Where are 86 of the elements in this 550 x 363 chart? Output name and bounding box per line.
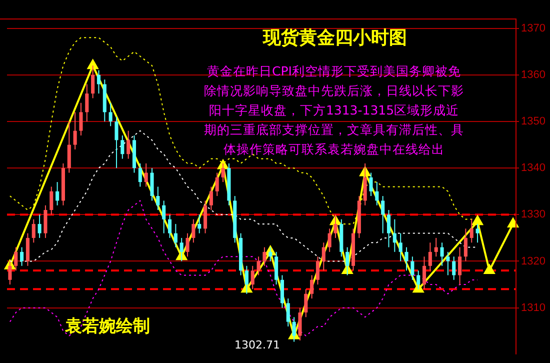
candlestick bbox=[150, 168, 154, 202]
candlestick bbox=[476, 223, 480, 244]
candlestick bbox=[280, 274, 284, 308]
candlestick bbox=[262, 246, 266, 266]
candlestick bbox=[464, 228, 468, 262]
point bbox=[87, 60, 98, 70]
candlestick bbox=[168, 214, 172, 238]
candlestick bbox=[386, 209, 391, 248]
candlestick bbox=[73, 112, 77, 150]
candlestick bbox=[440, 242, 444, 266]
candlestick bbox=[404, 246, 408, 272]
candlestick bbox=[79, 102, 83, 136]
candlestick bbox=[162, 200, 166, 234]
candlestick bbox=[446, 251, 450, 276]
candlestick bbox=[363, 162, 367, 206]
y-tick-label: 1310 bbox=[521, 302, 546, 314]
candlestick bbox=[221, 162, 225, 183]
candlestick bbox=[304, 288, 308, 318]
candlestick bbox=[322, 242, 326, 272]
candlestick bbox=[375, 182, 379, 206]
candlestick bbox=[434, 237, 438, 258]
point bbox=[472, 216, 483, 226]
candlestick bbox=[32, 218, 36, 244]
candlestick bbox=[316, 256, 320, 286]
candlestick bbox=[452, 256, 456, 280]
candlestick bbox=[369, 172, 373, 197]
candlestick bbox=[286, 298, 290, 327]
y-tick-label: 1330 bbox=[521, 208, 546, 221]
candlestick bbox=[204, 200, 208, 234]
candlestick bbox=[126, 130, 130, 160]
candlestick bbox=[250, 265, 254, 290]
candlestick bbox=[470, 218, 474, 244]
candlestick bbox=[20, 246, 24, 266]
candlestick bbox=[215, 172, 219, 197]
candlestick bbox=[256, 256, 260, 276]
candlestick bbox=[381, 196, 385, 234]
candlestick bbox=[310, 274, 314, 299]
y-tick-label: 1320 bbox=[521, 255, 546, 268]
point bbox=[508, 218, 518, 228]
candlestick bbox=[114, 116, 118, 169]
candlestick bbox=[14, 246, 18, 272]
candlestick bbox=[192, 218, 196, 244]
candlestick bbox=[8, 260, 12, 286]
candlestick bbox=[67, 120, 71, 174]
candlestick bbox=[44, 204, 48, 238]
candlestick bbox=[50, 186, 54, 216]
candlestick bbox=[398, 232, 402, 262]
candlestick bbox=[38, 214, 42, 238]
candlestick bbox=[458, 246, 462, 286]
candlestick bbox=[346, 246, 350, 276]
candlestick bbox=[26, 232, 30, 266]
candlestick bbox=[392, 218, 396, 252]
candlestick bbox=[56, 182, 60, 206]
candlestick bbox=[298, 307, 302, 341]
candlestick bbox=[268, 246, 272, 262]
candlestick bbox=[198, 214, 202, 234]
candlestick bbox=[91, 65, 95, 99]
candlestick bbox=[274, 251, 278, 286]
annotation: 袁若婉绘制 bbox=[64, 316, 150, 336]
candlestick bbox=[422, 256, 426, 290]
candlestick bbox=[85, 84, 89, 122]
candlestick bbox=[328, 228, 332, 252]
y-tick-label: 1350 bbox=[521, 116, 546, 128]
candlestick bbox=[334, 214, 338, 238]
candlestick bbox=[428, 242, 432, 272]
candlestick bbox=[186, 232, 190, 258]
y-tick-label: 1360 bbox=[521, 68, 546, 81]
candlestick bbox=[138, 162, 142, 188]
candlestick bbox=[180, 237, 184, 262]
candlestick bbox=[96, 70, 101, 94]
annotation: 黄金在昨日CPI利空情形下受到美国务卿被免除情况影响导致盘中先跌后涨，日线以长下影阳十字星收盘，下方1313-1315区域形成近期的三重底部支撑位置，文章具有滞后性、具体操作策略可联系袁若婉盘中在线给出 bbox=[204, 64, 464, 156]
point bbox=[484, 264, 495, 274]
candlestick bbox=[174, 223, 178, 248]
y-tick-label: 1370 bbox=[521, 22, 546, 34]
text: 现货黄金四小时图 bbox=[262, 28, 407, 49]
candlestick bbox=[156, 186, 160, 210]
candlestick bbox=[120, 134, 124, 160]
candlestick bbox=[292, 316, 296, 342]
candlestick bbox=[416, 270, 420, 290]
annotation: 1302.71 bbox=[234, 338, 280, 352]
candlestick bbox=[410, 256, 414, 280]
candlestick bbox=[244, 265, 248, 294]
candlestick bbox=[108, 102, 112, 127]
y-tick-label: 1340 bbox=[521, 162, 546, 174]
candlestick bbox=[144, 162, 148, 188]
candlestick bbox=[209, 186, 213, 210]
